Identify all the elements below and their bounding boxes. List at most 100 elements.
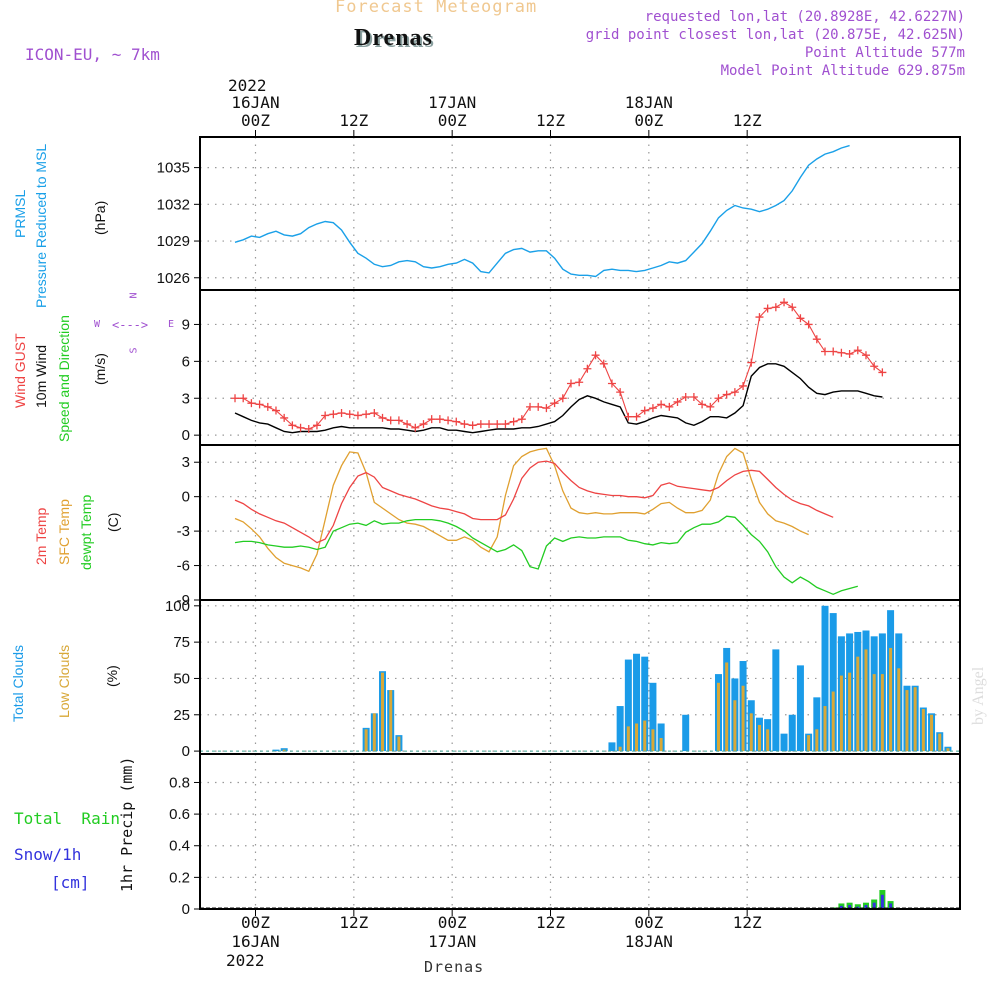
clip-clouds-series (201, 605, 959, 752)
gust-marker (739, 381, 748, 390)
gust-marker (517, 415, 526, 424)
low-cloud-bar (864, 649, 868, 752)
model-name: ICON-EU, ~ 7km (25, 45, 160, 64)
gust-marker (845, 349, 854, 358)
low-cloud-bar (733, 700, 737, 752)
top-hour-label: 12Z (732, 111, 762, 130)
gust-marker (231, 394, 240, 403)
top-year: 2022 (228, 76, 267, 95)
compass-h-arrow: <---> (112, 318, 149, 332)
gust-marker (714, 394, 723, 403)
low-cloud-bar (880, 674, 884, 752)
bottom-hour-label: 12Z (339, 913, 369, 932)
compass-w: W (94, 319, 101, 330)
total-cloud-bar (608, 742, 616, 752)
y-tick-label: 0.8 (169, 774, 190, 791)
low-cloud-bar (659, 738, 663, 752)
top-hour-label: 00Z (241, 111, 270, 130)
y-tick-label: 25 (173, 707, 190, 724)
gust-marker (509, 417, 518, 426)
footer-location: Drenas (424, 958, 485, 976)
snow-bar (872, 902, 876, 908)
gust-marker (329, 410, 338, 419)
y-tick-label: 0.6 (169, 806, 190, 823)
low-cloud-bar (716, 682, 720, 752)
gust-marker (575, 378, 584, 387)
clip-wind-series (231, 298, 887, 434)
low-cloud-bar (905, 690, 909, 752)
gust-marker (640, 406, 649, 415)
low-cloud-bar (807, 735, 811, 752)
gust-marker (452, 417, 461, 426)
bottom-date-label: 18JAN (624, 932, 673, 951)
snow-bar (839, 905, 843, 908)
total-cloud-bar (780, 733, 788, 752)
gust-marker (599, 359, 608, 368)
gust-marker (271, 406, 280, 415)
top-date-label: 18JAN (624, 93, 673, 112)
gust-marker (460, 420, 469, 429)
bottom-hour-label: 00Z (437, 913, 467, 932)
gust-marker (468, 421, 477, 430)
requested-coords: requested lon,lat (20.8928E, 42.6227N) (644, 9, 965, 25)
gust-marker (485, 420, 494, 429)
total-cloud-bar (682, 714, 690, 752)
location-title: Drenas (354, 25, 433, 51)
low-cloud-bar (397, 736, 401, 752)
low-cloud-bar (766, 729, 770, 752)
snow-bar (864, 905, 868, 908)
snow-legend: Snow/1h (14, 845, 82, 864)
low-cloud-bar (921, 708, 925, 752)
gust-marker (296, 423, 305, 432)
low-cloud-bar (856, 656, 860, 752)
total-cloud-bar (633, 653, 641, 752)
gust-marker (288, 421, 297, 430)
gust-marker (427, 415, 436, 424)
clip-pressure-series (234, 144, 850, 278)
top-hour-label: 00Z (437, 111, 467, 130)
gust-marker (345, 410, 354, 419)
gust-marker (722, 390, 731, 399)
low-cloud-bar (381, 672, 385, 752)
gust-marker (583, 364, 592, 373)
wind-gust-line (235, 301, 883, 430)
gust-marker (501, 420, 510, 429)
bottom-hour-label: 12Z (732, 913, 762, 932)
bottom-date-label: 17JAN (428, 932, 477, 951)
gust-marker (542, 404, 551, 413)
snow-bar (856, 906, 860, 908)
gust-marker (755, 313, 764, 322)
low-cloud-bar (364, 729, 368, 752)
total-cloud-bar (821, 605, 829, 752)
pressure-line (234, 144, 850, 278)
low-cloud-bar (282, 749, 286, 752)
y-tick-label: -9 (177, 592, 190, 609)
gust-marker (657, 400, 666, 409)
low-cloud-bar (389, 690, 393, 752)
total-cloud-bar (641, 656, 649, 752)
panel-frame (199, 136, 961, 291)
y-tick-label: 1029 (157, 233, 190, 250)
gust-marker (370, 409, 379, 418)
gust-marker (591, 351, 600, 360)
total-cloud-bar (657, 723, 665, 752)
gust-marker (476, 420, 485, 429)
y-tick-label: 3 (182, 390, 190, 407)
gust-marker (648, 404, 657, 413)
gust-marker (312, 421, 321, 430)
y-tick-label: 1035 (157, 160, 190, 177)
panel-frame (199, 753, 961, 910)
low-cloud-bar (913, 687, 917, 752)
gust-marker (280, 413, 289, 422)
low-cloud-bar (618, 746, 622, 752)
gust-marker (558, 394, 567, 403)
low-cloud-bar (897, 668, 901, 752)
gust-marker (378, 413, 387, 422)
low-cloud-bar (635, 723, 639, 752)
y-tick-label: 0 (182, 427, 190, 444)
y-tick-label: 0 (182, 489, 190, 506)
low-cloud-bar (757, 724, 761, 752)
gust-marker (435, 415, 444, 424)
y-tick-label: 3 (182, 454, 190, 471)
low-cloud-bar (831, 691, 835, 752)
